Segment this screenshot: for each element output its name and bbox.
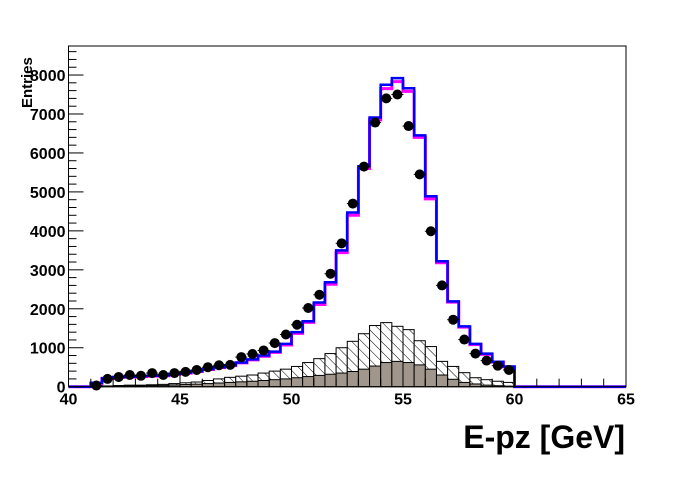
- data-point: [158, 370, 168, 380]
- data-point: [136, 371, 146, 381]
- data-point: [114, 372, 124, 382]
- y-tick-label: 7000: [30, 107, 66, 124]
- x-tick-label: 50: [283, 392, 301, 409]
- filled-bin: [247, 381, 258, 386]
- data-point: [370, 118, 380, 128]
- data-point: [247, 349, 257, 359]
- data-point: [348, 199, 358, 209]
- filled-bin: [303, 377, 314, 387]
- data-point: [359, 162, 369, 172]
- x-tick-label: 45: [171, 392, 189, 409]
- data-point: [181, 367, 191, 377]
- filled-bin: [392, 361, 403, 386]
- data-point: [147, 368, 157, 378]
- filled-bin: [358, 369, 369, 387]
- data-point: [169, 368, 179, 378]
- data-point: [459, 335, 469, 345]
- y-tick-label: 6000: [30, 146, 66, 163]
- data-point: [91, 381, 101, 391]
- data-point: [281, 329, 291, 339]
- filled-bin: [292, 378, 303, 387]
- filled-bin: [314, 375, 325, 386]
- y-tick-label: 1000: [30, 341, 66, 358]
- data-point: [314, 290, 324, 300]
- filled-bin: [325, 374, 336, 386]
- filled-bin: [347, 372, 358, 387]
- data-point: [482, 356, 492, 366]
- filled-bin: [403, 363, 414, 387]
- x-tick-label: 65: [617, 392, 635, 409]
- data-point: [504, 365, 514, 375]
- data-point: [270, 338, 280, 348]
- data-point: [103, 374, 113, 384]
- filled-bin: [436, 375, 447, 387]
- data-point: [392, 90, 402, 100]
- data-point: [415, 169, 425, 179]
- filled-bin: [448, 379, 459, 386]
- data-point: [236, 352, 246, 362]
- y-tick-label: 2000: [30, 302, 66, 319]
- data-point: [303, 303, 313, 313]
- data-point: [381, 93, 391, 103]
- filled-bin: [381, 363, 392, 387]
- filled-bin: [370, 366, 381, 387]
- plot-area: [69, 78, 627, 390]
- filled-bin: [459, 382, 470, 386]
- data-point: [192, 365, 202, 375]
- x-tick-label: 60: [506, 392, 524, 409]
- y-tick-label: 4000: [30, 224, 66, 241]
- mc-step-line-blue: [69, 78, 627, 387]
- data-point: [225, 360, 235, 370]
- data-point: [214, 360, 224, 370]
- x-tick-label: 40: [60, 392, 78, 409]
- filled-bin: [213, 383, 224, 387]
- data-point: [493, 361, 503, 371]
- x-tick-label: 55: [394, 392, 412, 409]
- data-point: [448, 315, 458, 325]
- data-point: [259, 345, 269, 355]
- y-axis-label: Entries: [19, 57, 36, 108]
- data-point: [337, 238, 347, 248]
- data-point: [292, 320, 302, 330]
- data-point: [437, 280, 447, 290]
- data-point: [426, 226, 436, 236]
- filled-bin: [225, 382, 236, 386]
- data-point: [404, 121, 414, 131]
- data-point: [203, 362, 213, 372]
- data-point: [125, 370, 135, 380]
- data-point: [326, 269, 336, 279]
- filled-bin: [425, 369, 436, 387]
- filled-bin: [414, 365, 425, 387]
- filled-bin: [236, 382, 247, 387]
- filled-bin: [336, 373, 347, 387]
- filled-bin: [280, 379, 291, 387]
- x-axis-label: E-pz [GeV]: [463, 419, 625, 455]
- filled-bin: [269, 380, 280, 387]
- y-tick-label: 3000: [30, 263, 66, 280]
- data-point: [470, 349, 480, 359]
- filled-bin: [258, 380, 269, 386]
- y-tick-label: 5000: [30, 185, 66, 202]
